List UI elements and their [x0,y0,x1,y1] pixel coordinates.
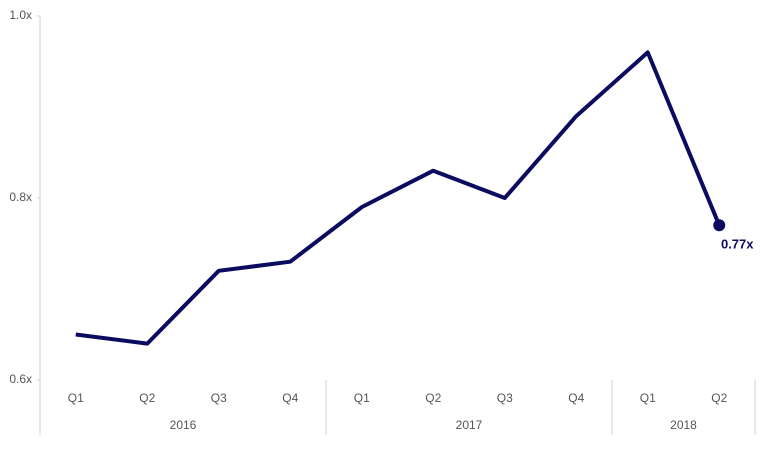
x-tick-label: Q1 [640,391,656,405]
x-tick-label: Q4 [282,391,298,405]
x-tick-label: Q2 [425,391,441,405]
y-tick-label: 0.6x [9,372,32,386]
data-line [75,50,722,346]
group-label: 2016 [170,418,197,432]
x-tick-label: Q4 [568,391,584,405]
data-label: 0.77x [721,237,754,252]
x-tick-label: Q3 [211,391,227,405]
group-label: 2018 [670,418,697,432]
x-tick-label: Q3 [497,391,513,405]
end-marker [713,219,726,232]
y-tick-label: 1.0x [9,8,32,22]
group-label: 2017 [456,418,483,432]
x-tick-label: Q1 [354,391,370,405]
y-tick-label: 0.8x [9,190,32,204]
x-tick-label: Q1 [68,391,84,405]
x-tick-label: Q2 [711,391,727,405]
x-tick-label: Q2 [139,391,155,405]
